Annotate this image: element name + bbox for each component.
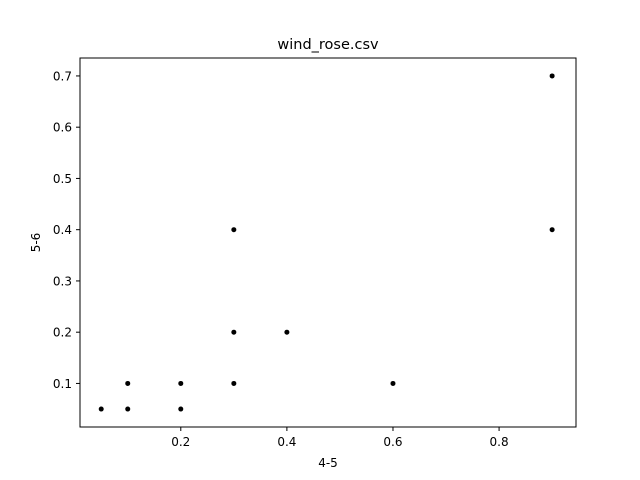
chart-title: wind_rose.csv [277, 37, 379, 53]
x-tick-label: 0.6 [383, 435, 402, 449]
y-tick-label: 0.1 [53, 377, 72, 391]
y-tick-label: 0.5 [53, 172, 72, 186]
y-tick-label: 0.6 [53, 121, 72, 135]
x-tick-label: 0.2 [171, 435, 190, 449]
x-axis-ticks: 0.2 0.4 0.6 0.8 [171, 427, 509, 449]
data-points [98, 73, 555, 412]
y-tick-label: 0.4 [53, 223, 72, 237]
data-point [125, 380, 131, 386]
x-axis-label: 4-5 [318, 456, 338, 470]
y-tick-label: 0.7 [53, 69, 72, 83]
data-point [549, 227, 555, 233]
plot-area-frame [79, 57, 577, 428]
data-point [231, 380, 237, 386]
data-point [231, 329, 237, 335]
data-point [178, 406, 184, 412]
y-tick-label: 0.2 [53, 326, 72, 340]
data-point [549, 73, 555, 79]
y-tick-label: 0.3 [53, 274, 72, 288]
data-point [98, 406, 104, 412]
y-axis-label: 5-6 [29, 233, 43, 253]
y-axis-ticks: 0.1 0.2 0.3 0.4 0.5 0.6 0.7 [53, 69, 80, 391]
data-point [125, 406, 131, 412]
data-point [390, 380, 396, 386]
data-point [178, 380, 184, 386]
data-point [284, 329, 290, 335]
x-tick-label: 0.8 [490, 435, 509, 449]
data-point [231, 227, 237, 233]
x-tick-label: 0.4 [277, 435, 296, 449]
